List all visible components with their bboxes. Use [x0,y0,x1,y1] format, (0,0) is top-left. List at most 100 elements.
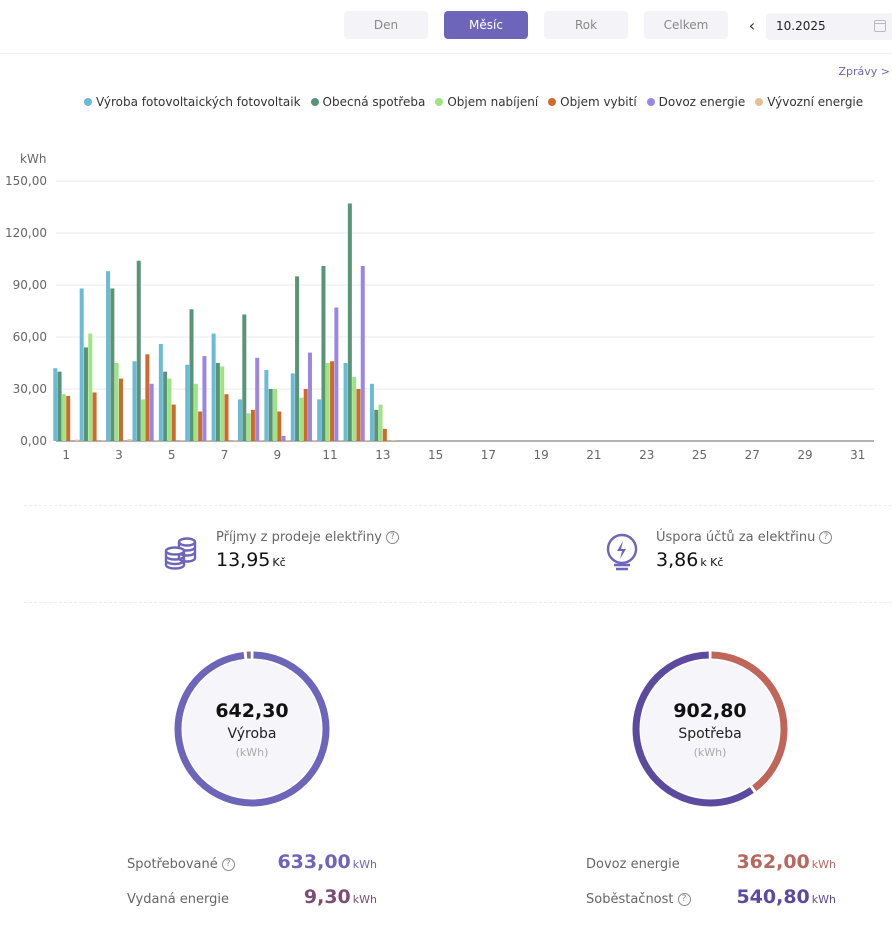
bar-consumption [83,347,88,441]
help-icon[interactable]: ? [819,531,833,544]
bar-charge [193,383,198,441]
row-value: 362,00 [736,851,810,873]
row-label: Soběstačnost [586,892,674,907]
bar-consumption [295,276,300,441]
legend-item-charge[interactable]: Objem nabíjení [435,95,538,109]
previous-period-button[interactable]: ‹ [748,16,756,35]
row-value-wrap: 362,00 kWh [736,851,836,873]
production-row-exported: Vydaná energie 9,30 kWh [127,886,377,910]
tab-year[interactable]: Rok [544,11,628,39]
bar-pv [158,343,163,441]
income-stat: Příjmy z prodeje elektřiny ? 13,95 Kč [162,530,400,572]
bar-discharge [382,428,387,441]
tab-month[interactable]: Měsíc [444,11,528,39]
row-value: 9,30 [303,886,351,908]
coins-icon [164,537,197,570]
legend-dot-icon [548,98,557,106]
row-unit: kWh [811,858,836,871]
bar-pv [211,333,216,441]
bar-export [233,440,238,441]
help-icon[interactable]: ? [221,858,235,871]
bar-discharge [303,389,308,441]
consumption-donut-ring [632,651,788,807]
row-label-wrap: Vydaná energie [127,892,229,907]
bar-import [255,357,260,441]
bar-import [334,307,339,441]
savings-unit: k Kč [700,556,724,569]
y-axis-unit-label: kWh [20,152,46,166]
consumption-row-self-sufficiency: Soběstačnost ? 540,80 kWh [586,886,836,910]
x-tick-label: 7 [221,448,229,462]
x-tick-label: 23 [639,448,654,462]
bar-consumption [189,309,194,441]
income-label: Příjmy z prodeje elektřiny [216,530,383,545]
y-tick-label: 150,00 [5,174,47,188]
bar-charge [114,363,119,441]
donut-inner [183,660,321,798]
bar-discharge [198,411,203,441]
divider [24,505,892,506]
bar-discharge [250,409,255,441]
bar-charge [299,397,304,441]
bar-export [285,440,290,441]
bar-export [312,440,317,441]
row-label: Vydaná energie [127,892,230,907]
help-icon[interactable]: ? [677,893,691,906]
tab-day[interactable]: Den [344,11,428,39]
bar-discharge [277,411,282,441]
bar-discharge [92,392,97,441]
bar-export [101,439,106,441]
donut-arc-import [632,651,788,807]
row-value: 540,80 [736,886,810,908]
legend-item-discharge[interactable]: Objem vybití [548,95,637,109]
y-tick-label: 0,00 [20,434,47,448]
legend-item-consumption[interactable]: Obecná spotřeba [310,95,426,109]
legend-item-import[interactable]: Dovoz energie [646,95,745,109]
bar-charge [88,333,93,441]
y-tick-label: 60,00 [13,330,47,344]
legend-label: Obecná spotřeba [322,95,426,109]
savings-stat: Úspora účtů za elektřinu ? 3,86 k Kč [602,530,833,572]
x-tick-label: 11 [322,448,337,462]
x-tick-label: 15 [428,448,443,462]
date-value: 10.2025 [776,19,826,33]
calendar-icon[interactable] [874,20,886,32]
consumption-row-import: Dovoz energie 362,00 kWh [586,851,836,875]
x-tick-label: 19 [534,448,549,462]
bar-export [365,440,370,441]
row-label: Spotřebované [127,857,218,872]
help-icon[interactable]: ? [386,531,400,544]
bar-consumption [374,409,379,441]
x-tick-label: 9 [273,448,281,462]
bar-pv [132,361,137,441]
row-label-wrap: Spotřebované ? [127,857,235,872]
bar-discharge [145,354,150,441]
top-bar: Den Měsíc Rok Celkem ‹ 10.2025 [0,0,892,54]
legend-item-export[interactable]: Vývozní energie [755,95,863,109]
bar-export [206,440,211,441]
reports-link[interactable]: Zprávy > [838,65,890,78]
production-label: Výroba [227,725,277,742]
date-picker[interactable]: 10.2025 [766,13,892,40]
bar-charge [246,413,251,441]
legend-dot-icon [84,98,92,106]
bar-charge [378,404,383,441]
savings-label: Úspora účtů za elektřinu [656,530,816,545]
x-tick-label: 17 [481,448,496,462]
production-center: 642,30 Výroba (kWh) [173,650,331,808]
row-value: 633,00 [277,851,351,873]
income-label-row: Příjmy z prodeje elektřiny ? [216,530,400,545]
bar-pv [343,363,348,441]
bar-charge [352,376,357,441]
bar-export [338,440,343,441]
bar-discharge [356,389,361,441]
consumption-donut: 902,80 Spotřeba (kWh) [631,650,789,808]
donut-inner [641,660,779,798]
legend-dot-icon [755,98,764,106]
tab-total[interactable]: Celkem [644,11,728,39]
legend-item-pv[interactable]: Výroba fotovoltaických fotovoltaik [84,95,301,109]
bar-charge [325,363,330,441]
divider [24,602,892,603]
y-tick-label: 120,00 [5,226,47,240]
production-value: 642,30 [215,699,289,722]
